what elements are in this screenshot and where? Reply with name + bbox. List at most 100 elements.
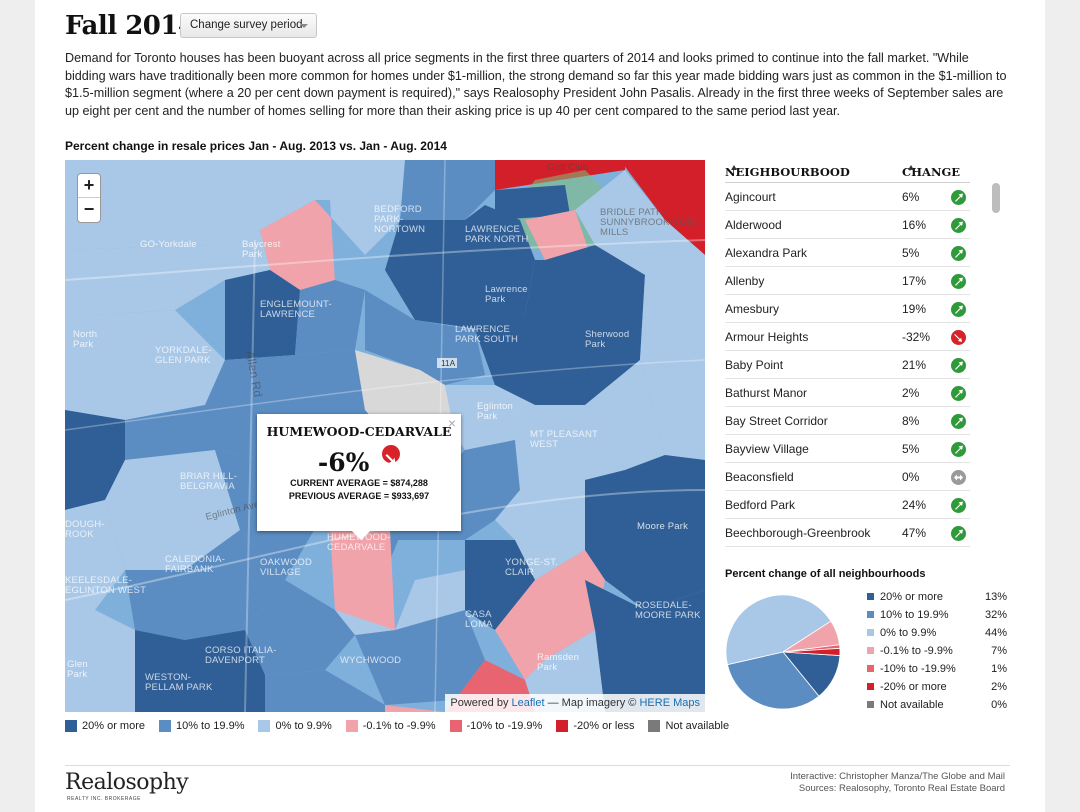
- pie-legend-label: Not available: [880, 699, 944, 711]
- legend-label: -0.1% to -9.9%: [362, 720, 436, 732]
- map-label-corso: CORSO ITALIA- DAVENPORT: [205, 645, 277, 666]
- map-label-ramsden: Ramsden Park: [537, 652, 580, 673]
- map-label-glen-park: Glen Park: [67, 659, 88, 680]
- pie-legend-swatch: [867, 611, 874, 618]
- popup-change-value: -6%: [257, 445, 461, 477]
- pie-legend-percent: 44%: [984, 627, 1007, 639]
- neighbourhood-table: Agincourt 6% Alderwood 16% Alexandra Park 5% A…: [725, 183, 970, 547]
- row-change-value: 0%: [902, 470, 920, 484]
- map-label-casa-loma: CASA LOMA: [465, 609, 493, 630]
- table-row[interactable]: Bedford Park 24%: [725, 491, 970, 519]
- flat-arrow-icon: [951, 470, 966, 485]
- pie-legend-percent: 1%: [991, 663, 1007, 675]
- legend-label: 20% or more: [82, 720, 145, 732]
- table-row[interactable]: Alexandra Park 5%: [725, 239, 970, 267]
- row-change-value: 5%: [902, 246, 920, 260]
- map-label-mt-pleasant: MT PLEASANT WEST: [530, 429, 599, 450]
- table-row[interactable]: Bay Street Corridor 8%: [725, 407, 970, 435]
- map-label-lawrence-park-north: LAWRENCE PARK NORTH: [465, 224, 529, 245]
- pie-legend-percent: 32%: [984, 609, 1007, 621]
- pie-slice: [726, 651, 820, 710]
- intro-paragraph: Demand for Toronto houses has been buoya…: [65, 51, 1007, 118]
- pie-chart: [725, 594, 841, 710]
- map-label-keelesdale: KEELESDALE- EGLINTON WEST: [65, 575, 147, 596]
- map-label-yorkdale: YORKDALE- GLEN PARK: [155, 345, 212, 366]
- pie-legend-label: -0.1% to -9.9%: [880, 645, 953, 657]
- row-neighbourhood-name: Baby Point: [725, 358, 784, 372]
- row-neighbourhood-name: Beaconsfield: [725, 470, 794, 484]
- pie-legend-item: -10% to -19.9% 1%: [867, 663, 1007, 681]
- map-label-yonge-st-clair: YONGE-ST. CLAIR: [505, 557, 559, 578]
- map-label-caledonia: CALEDONIA- FAIRBANK: [165, 554, 226, 575]
- table-row[interactable]: Allenby 17%: [725, 267, 970, 295]
- popup-close-button[interactable]: ×: [447, 415, 456, 431]
- row-neighbourhood-name: Armour Heights: [725, 330, 809, 344]
- map-label-weston: WESTON- PELLAM PARK: [145, 672, 213, 693]
- page: Fall 2014 Change survey period Demand fo…: [35, 0, 1045, 812]
- row-change-value: 5%: [902, 442, 920, 456]
- row-change-value: 17%: [902, 274, 927, 288]
- table-scrollbar[interactable]: [992, 183, 1000, 546]
- pie-legend-swatch: [867, 593, 874, 600]
- pie-legend-swatch: [867, 701, 874, 708]
- up-arrow-icon: [951, 218, 966, 233]
- zoom-in-button[interactable]: +: [78, 174, 100, 198]
- choropleth-map[interactable]: Golf Club BRIDLE PATH- SUNNYBROOK-YORK M…: [65, 160, 705, 712]
- row-change-value: -32%: [902, 330, 931, 344]
- row-change-value: 16%: [902, 218, 927, 232]
- row-neighbourhood-name: Beechborough-Greenbrook: [725, 526, 871, 540]
- table-row[interactable]: Baby Point 21%: [725, 351, 970, 379]
- legend-label: 10% to 19.9%: [175, 720, 245, 732]
- table-row[interactable]: Armour Heights -32%: [725, 323, 970, 351]
- pie-legend-item: 0% to 9.9% 44%: [867, 627, 1007, 645]
- neighbourhood-table-header: NEIGHBOURBOOD CHANGE: [725, 159, 970, 183]
- map-label-baycrest-park: Baycrest Park: [242, 239, 281, 260]
- leaflet-link[interactable]: Leaflet: [511, 697, 545, 709]
- map-label-north-park: North Park: [73, 329, 98, 350]
- zoom-out-button[interactable]: −: [83, 199, 95, 219]
- realosophy-logo-subtitle: REALTY INC. BROKERAGE: [67, 796, 141, 802]
- up-arrow-icon: [951, 190, 966, 205]
- table-row[interactable]: Beechborough-Greenbrook 47%: [725, 519, 970, 547]
- map-label-englemount: ENGLEMOUNT- LAWRENCE: [260, 299, 332, 320]
- up-arrow-icon: [951, 386, 966, 401]
- popup-current-average: CURRENT AVERAGE = $874,288: [290, 478, 428, 488]
- table-row[interactable]: Bayview Village 5%: [725, 435, 970, 463]
- column-change-label: CHANGE: [902, 165, 961, 179]
- row-neighbourhood-name: Bay Street Corridor: [725, 414, 828, 428]
- chevron-down-icon: [300, 24, 308, 28]
- pie-legend-label: 10% to 19.9%: [880, 609, 949, 621]
- here-maps-link[interactable]: HERE Maps: [639, 697, 700, 709]
- pie-legend-percent: 13%: [984, 591, 1007, 603]
- table-row[interactable]: Beaconsfield 0%: [725, 463, 970, 491]
- table-row[interactable]: Agincourt 6%: [725, 183, 970, 211]
- pie-legend-percent: 7%: [991, 645, 1007, 657]
- pie-legend-item: -20% or more 2%: [867, 681, 1007, 699]
- change-survey-period-button[interactable]: Change survey period: [180, 13, 317, 38]
- row-change-value: 2%: [902, 386, 920, 400]
- legend-swatch: [449, 720, 462, 732]
- table-row[interactable]: Alderwood 16%: [725, 211, 970, 239]
- map-label-briar-hill: BRIAR HILL- BELGRAVIA: [180, 471, 238, 492]
- realosophy-logo: Realosophy: [65, 770, 189, 795]
- row-change-value: 6%: [902, 190, 920, 204]
- legend-label: Not available: [665, 720, 730, 732]
- popup-previous-average: PREVIOUS AVERAGE = $933,697: [288, 490, 430, 501]
- legend-label: -20% or less: [573, 720, 635, 732]
- pie-legend-percent: 2%: [991, 681, 1007, 693]
- sort-up-icon: [908, 165, 914, 170]
- row-neighbourhood-name: Alderwood: [725, 218, 782, 232]
- legend-swatch: [158, 720, 171, 732]
- pie-legend-swatch: [867, 629, 874, 636]
- footer-divider: [65, 765, 1010, 766]
- legend-item: Not available: [648, 720, 729, 732]
- map-label-lawrence-park: Lawrence Park: [485, 284, 528, 305]
- scrollbar-thumb[interactable]: [992, 183, 1000, 213]
- table-row[interactable]: Bathurst Manor 2%: [725, 379, 970, 407]
- pie-legend-label: 20% or more: [880, 591, 943, 603]
- row-neighbourhood-name: Agincourt: [725, 190, 776, 204]
- row-neighbourhood-name: Amesbury: [725, 302, 780, 316]
- legend-item: 20% or more: [65, 720, 145, 732]
- table-row[interactable]: Amesbury 19%: [725, 295, 970, 323]
- map-legend: 20% or more 10% to 19.9% 0% to 9.9% -0.1% t…: [65, 720, 743, 732]
